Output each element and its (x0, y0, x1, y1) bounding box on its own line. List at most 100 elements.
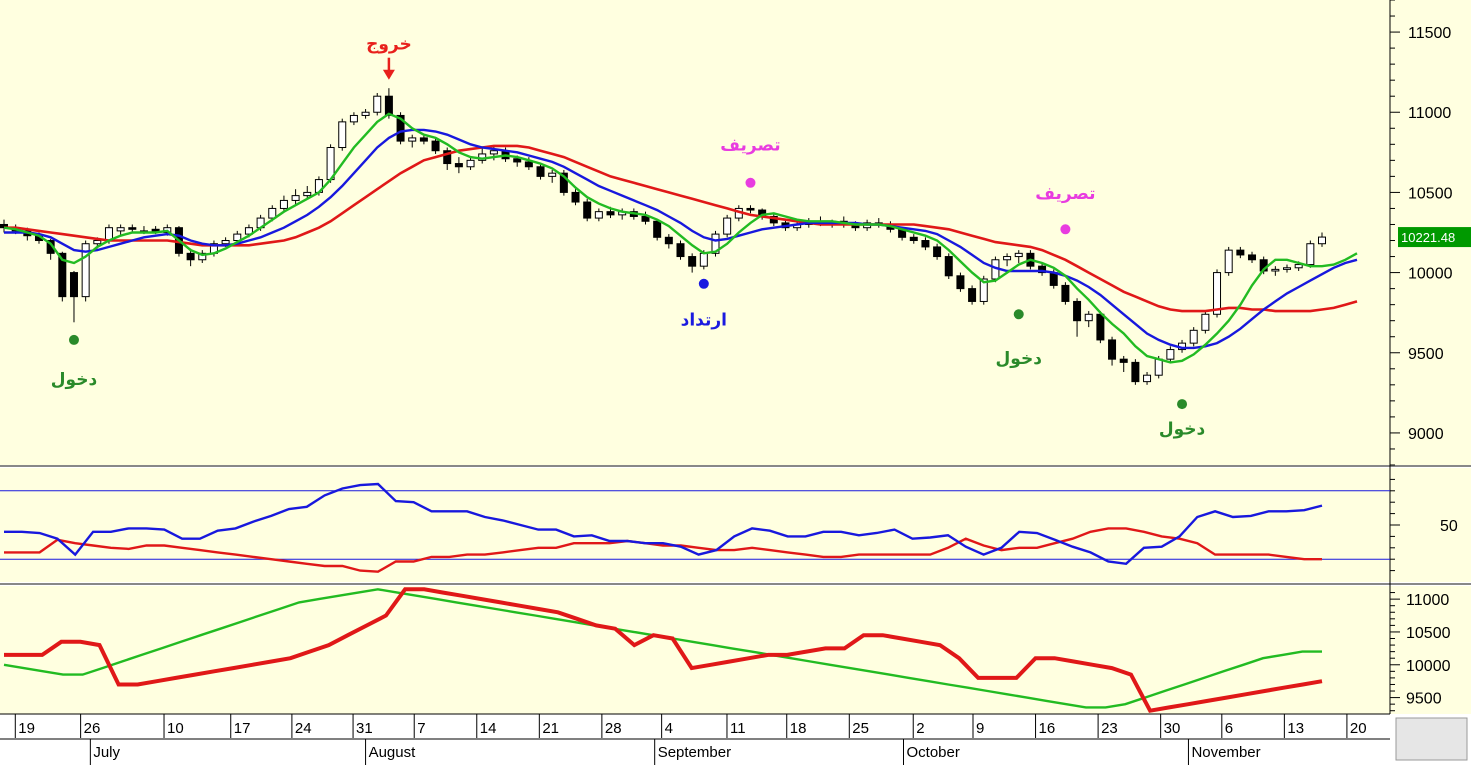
x-day-tick-label: 11 (730, 720, 746, 737)
candle-body (1283, 267, 1292, 270)
x-day-tick-label: 24 (295, 720, 312, 737)
candle-body (454, 163, 463, 168)
annotation-label: ارتداد (681, 311, 727, 331)
candle-body (559, 172, 568, 193)
x-day-tick-label: 25 (852, 720, 869, 737)
candle-body (921, 240, 930, 248)
candle-body (1306, 243, 1315, 266)
x-day-tick-label: 14 (480, 720, 497, 737)
candle-body (1108, 339, 1117, 360)
candle-body (233, 233, 242, 242)
candle-body (746, 207, 755, 211)
x-day-tick-label: 21 (542, 720, 559, 737)
oscillator-lines (0, 482, 1390, 573)
candle-body (676, 243, 685, 258)
candle-body (384, 95, 393, 116)
candle-body (443, 150, 452, 165)
ma-fast-green-line (3, 112, 1358, 364)
candle-body (1154, 358, 1163, 376)
candle-body (303, 191, 312, 197)
candle-body (1318, 236, 1326, 245)
lower-panel-bg (0, 586, 1390, 714)
candle-body (1073, 300, 1082, 322)
last-value-box (1398, 227, 1471, 248)
price-tick-label: 9000 (1408, 426, 1444, 443)
candle-body (1166, 349, 1175, 360)
candle-body (1119, 358, 1128, 363)
candle-body (979, 278, 988, 302)
candle-body (373, 95, 382, 113)
candle-body (688, 256, 697, 267)
candle-body (524, 161, 533, 168)
annotation-label: دخول (996, 349, 1043, 369)
lower-tick-label: 9500 (1406, 691, 1442, 708)
candle-body (361, 111, 370, 116)
candle-body (268, 207, 277, 219)
candle-body (1271, 268, 1280, 272)
lower-tick-label: 10000 (1406, 658, 1451, 675)
annotation-dot (1177, 399, 1188, 410)
candle-body (221, 240, 230, 245)
x-day-tick-label: 16 (1039, 720, 1056, 737)
candle-body (69, 272, 78, 298)
lower-tick-label: 10500 (1406, 625, 1451, 642)
candle-body (1189, 329, 1198, 344)
annotation-label: تصریف (1035, 184, 1095, 204)
x-day-tick-label: 30 (1164, 720, 1181, 737)
x-day-tick-label: 2 (916, 720, 924, 737)
x-month-tick-label: August (369, 744, 417, 761)
price-axis: 9000 9500 10000 10500 11000 11500 10221.48 (1390, 0, 1471, 466)
price-tick-label: 11000 (1408, 105, 1451, 122)
candle-body (933, 246, 942, 258)
candle-body (513, 158, 522, 163)
candle-body (186, 252, 195, 261)
x-month-tick-label: July (93, 744, 120, 761)
candle-body (606, 211, 615, 216)
candle-body (198, 252, 207, 261)
annotation-dot (68, 334, 79, 345)
annotation-label: خروج (366, 35, 412, 55)
candle-body (408, 137, 417, 142)
candle-body (571, 191, 580, 203)
price-tick-label: 10000 (1408, 266, 1453, 283)
x-month-tick-label: October (907, 744, 960, 761)
candle-body (128, 227, 137, 230)
annotation-dot (698, 278, 709, 289)
x-month-tick-label: November (1191, 744, 1260, 761)
candle-body (1003, 256, 1012, 261)
x-day-tick-label: 9 (976, 720, 984, 737)
annotation-label: تصریف (720, 136, 780, 156)
x-day-tick-label: 20 (1350, 720, 1367, 737)
ma-mid-blue-line (4, 128, 1358, 350)
candle-body (396, 114, 405, 142)
candle-body (1236, 249, 1245, 256)
lower-tick-label: 11000 (1406, 592, 1449, 609)
candle-body (1061, 284, 1070, 302)
corner-box (1395, 717, 1468, 761)
x-day-tick-label: 23 (1101, 720, 1118, 737)
oscillator-red-line (4, 527, 1322, 573)
x-day-tick-label: 6 (1225, 720, 1233, 737)
candle-body (116, 227, 125, 232)
candle-body (909, 236, 918, 242)
price-moving-averages (3, 112, 1358, 364)
lower-red-line (4, 587, 1323, 713)
candle-body (1038, 265, 1047, 274)
annotations: خروج تصریف تصریف ارتداد دخول دخول دخول (51, 35, 1206, 440)
annotation-dot (1013, 309, 1024, 320)
candle-body (93, 240, 102, 245)
candle-body (291, 195, 300, 201)
annotation-label: دخول (51, 370, 98, 390)
candle-body (244, 227, 253, 235)
x-day-tick-label: 13 (1287, 720, 1304, 737)
x-day-tick-label: 18 (790, 720, 807, 737)
oscillator-axis: 50 (1390, 478, 1458, 572)
candle-body (641, 215, 650, 222)
lower-axis: 9500 10000 10500 11000 (1390, 592, 1451, 712)
candle-body (956, 275, 965, 290)
candle-body (968, 288, 977, 302)
candle-body (466, 159, 475, 168)
annotation-dot (1060, 224, 1071, 235)
candle-body (944, 256, 953, 277)
